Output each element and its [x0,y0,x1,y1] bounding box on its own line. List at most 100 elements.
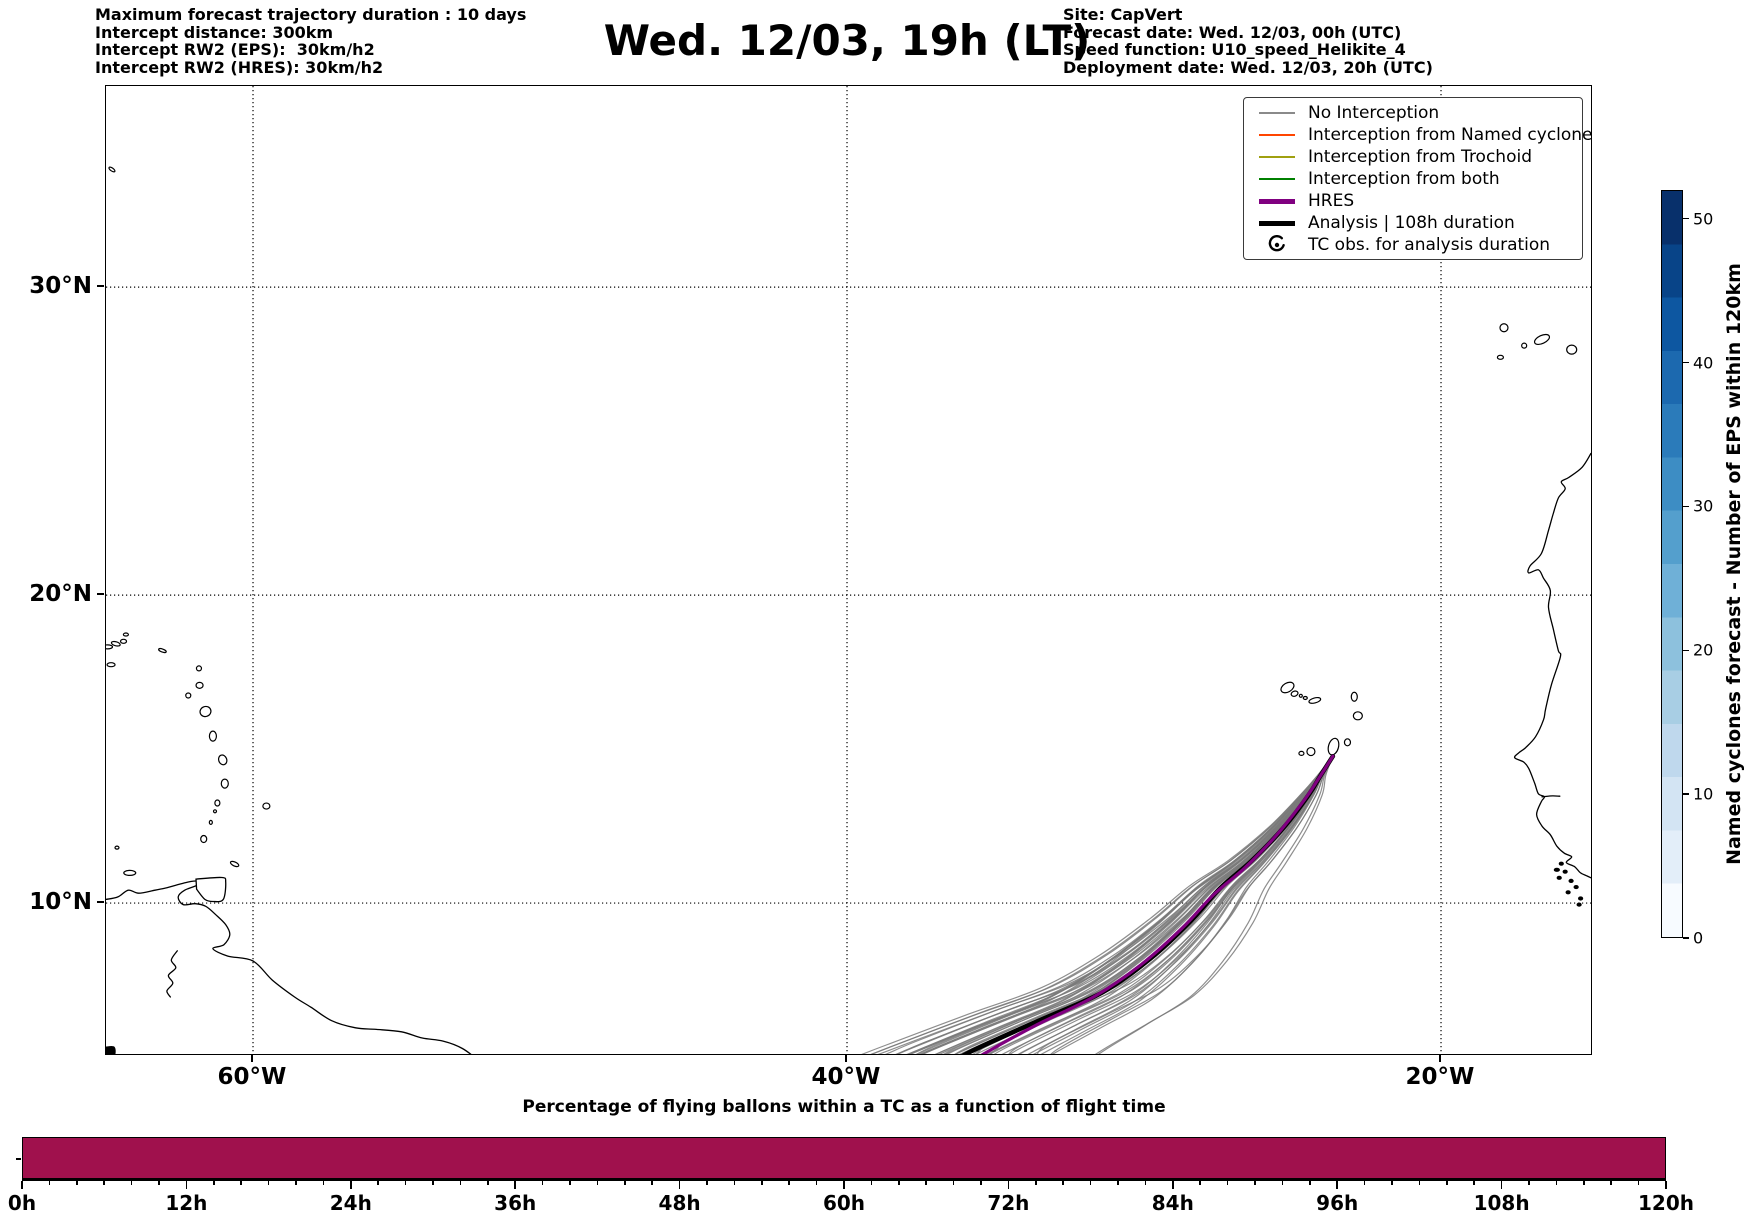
bijagos-1-island [1558,861,1564,866]
eps-trajectories-layer [861,755,1334,1054]
latitude-tick [96,593,104,595]
map-gridlines [106,86,1591,1054]
bottom-axis-minor-tick [76,1180,78,1185]
latitude-tick-label: 10°N [29,889,92,916]
legend-entry-label: HRES [1308,191,1355,211]
corner-islet-island [106,1045,116,1054]
bottom-axis-minor-tick [459,1180,462,1185]
margarita-island [123,869,137,877]
bottom-axis-minor-tick [48,1180,51,1185]
bijagos-6-island [1573,884,1579,890]
bottom-axis-minor-tick [130,1180,133,1185]
eps-trajectory-line [975,755,1334,1054]
bottom-axis-minor-tick [487,1180,489,1185]
bottom-axis-minor-tick [1583,1180,1585,1185]
gran-canaria-island [1566,344,1578,355]
legend-sample [1254,178,1300,180]
santo-antao-island [1280,681,1295,694]
latitude-tick [96,901,104,903]
st-thomas-island [106,644,114,650]
legend-entry-label: No Interception [1308,103,1440,123]
st-croix-island [106,662,116,668]
dominica-island [208,730,218,742]
forecast-metadata-line: Deployment date: Wed. 12/03, 20h (UTC) [1063,57,1433,77]
bottom-axis-minor-tick [1035,1180,1037,1185]
analysis-hres-layer [961,753,1336,1054]
legend-entry: TC obs. for analysis duration [1254,234,1582,256]
bottom-axis-tick-label: 72h [987,1191,1030,1213]
bottom-axis-major-tick [843,1180,845,1189]
legend-sample [1254,235,1300,255]
eps-trajectory-line [1001,755,1334,1054]
antigua-island [195,681,204,689]
bottom-chart-title: Percentage of flying ballons within a TC… [522,1097,1166,1117]
legend-entry-label: Analysis | 108h duration [1308,213,1515,233]
bottom-axis-minor-tick [213,1180,215,1185]
bottom-axis-minor-tick [240,1180,242,1185]
bottom-axis-minor-tick [1199,1180,1201,1185]
sal-island [1350,691,1358,702]
bottom-axis-minor-tick [1117,1180,1119,1185]
colorbar-tick-label: 30 [1693,496,1714,516]
bottom-axis-minor-tick [925,1180,927,1185]
tc-cyclone-marker-icon [1268,235,1285,252]
trinidad-island [195,876,227,903]
bottom-axis-minor-tick [1555,1180,1558,1185]
longitude-tick-label: 40°W [811,1064,881,1090]
bottom-axis-major-tick [1500,1180,1503,1189]
latitude-tick-label: 30°N [29,273,92,300]
gambia-river [1541,795,1561,798]
bottom-axis-minor-tick [541,1180,544,1185]
bottom-axis-major-tick [514,1180,516,1189]
bottom-axis-minor-tick [624,1180,626,1185]
coastlines-layer [106,166,1591,1054]
colorbar-tick-label: 0 [1693,928,1704,948]
bottom-axis-major-tick [1007,1180,1010,1189]
bottom-axis-minor-tick [432,1180,434,1185]
boa-vista-island [1352,711,1363,721]
la-palma-island [1499,323,1509,333]
bottom-chart-axis [22,1179,1666,1181]
st-vincent-island [214,799,221,807]
bottom-axis-minor-tick [980,1180,982,1185]
longitude-tick [251,1054,253,1062]
santiago-island [1327,737,1340,756]
eps-trajectory-line [1009,755,1334,1054]
bermuda-island [108,166,116,173]
eps-trajectory-line [1008,755,1334,1054]
legend-sample [1254,134,1300,136]
bottom-axis-minor-tick [870,1180,873,1185]
legend-sample [1254,198,1300,204]
bottom-axis-tick-label: 48h [658,1191,701,1213]
anegada-island [122,632,129,637]
bottom-axis-major-tick [1336,1180,1338,1189]
legend-thick-line-sample [1259,220,1295,226]
eps-trajectory-line [954,755,1334,1054]
latitude-tick-label: 20°N [29,581,92,608]
maio-island [1343,738,1352,747]
bottom-axis-minor-tick [377,1180,379,1185]
forecast-metadata-block: Site: CapVert Forecast date: Wed. 12/03, … [1063,6,1433,76]
bottom-axis-major-tick [678,1180,681,1189]
bottom-axis-tick-label: 120h [1638,1191,1694,1213]
bottom-axis-minor-tick [322,1180,325,1185]
st-lucia-island [220,778,229,789]
legend-entry-label: Interception from both [1308,169,1500,189]
virgin-gorda-island [119,638,128,644]
bijagos-4-island [1556,875,1562,880]
bottom-axis-minor-tick [761,1180,763,1185]
bottom-axis-minor-tick [788,1180,790,1185]
sao-vicente-island [1290,690,1299,697]
bottom-axis-minor-tick [103,1180,105,1185]
bottom-axis-minor-tick [267,1180,270,1185]
bottom-axis-minor-tick [1391,1180,1393,1185]
eps-trajectory-line [934,755,1334,1054]
colorbar [1661,190,1683,938]
bottom-axis-minor-tick [1418,1180,1421,1185]
longitude-tick [845,1054,847,1062]
bottom-axis-tick-label: 0h [7,1191,37,1213]
bottom-axis-major-tick [350,1180,352,1189]
colorbar-tick-label: 20 [1693,640,1714,660]
eps-trajectory-line [934,755,1334,1054]
